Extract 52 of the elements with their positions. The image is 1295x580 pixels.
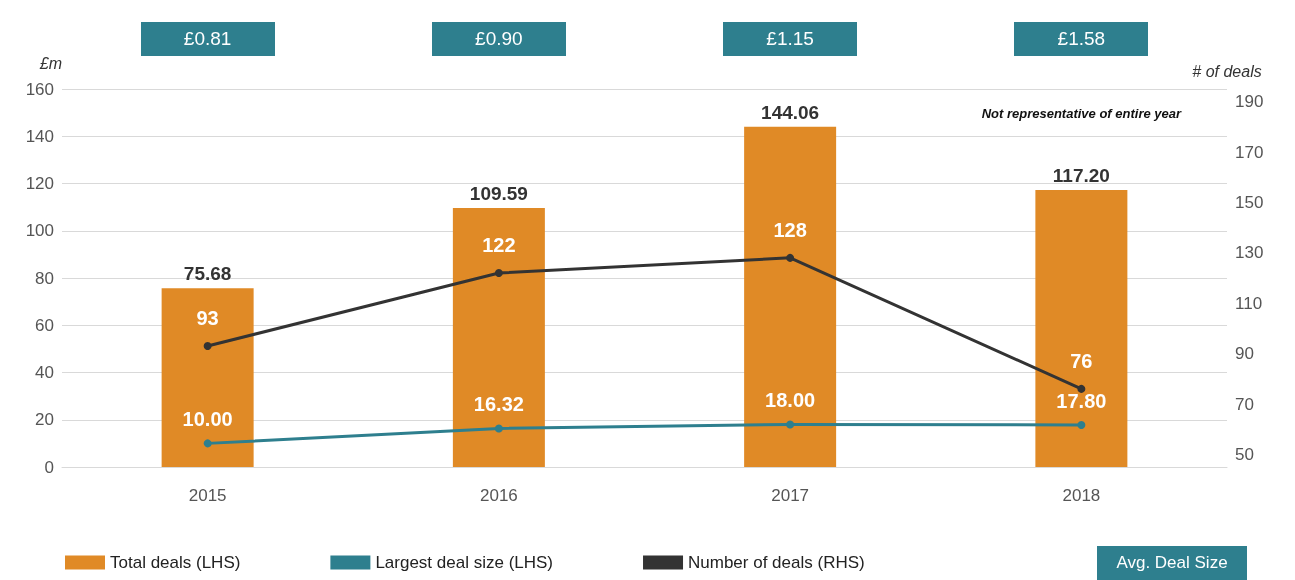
data-label: 75.68 bbox=[183, 263, 232, 285]
y-tick-label: 140 bbox=[25, 126, 54, 146]
bar bbox=[744, 126, 837, 467]
data-label: 109.59 bbox=[469, 183, 528, 205]
data-label: 76 bbox=[1070, 349, 1093, 372]
y2-tick-label: 50 bbox=[1235, 444, 1254, 464]
legend-label: Total deals (LHS) bbox=[110, 553, 241, 572]
y-tick-label: 40 bbox=[35, 363, 54, 382]
data-label: 16.32 bbox=[473, 393, 524, 416]
text: £0.81 bbox=[140, 22, 275, 56]
bar bbox=[161, 288, 254, 467]
y2-tick-label: 130 bbox=[1235, 243, 1264, 263]
point bbox=[494, 268, 503, 277]
point bbox=[1077, 384, 1086, 393]
legend-label: Largest deal size (LHS) bbox=[375, 553, 554, 572]
y-tick-label: 120 bbox=[25, 174, 54, 193]
legend-label: Number of deals (RHS) bbox=[688, 553, 865, 572]
y-axis-title: £m bbox=[38, 54, 62, 72]
x-tick-label: 2016 bbox=[479, 486, 518, 505]
y-tick-label: 60 bbox=[35, 315, 54, 335]
y2-tick-label: 150 bbox=[1235, 192, 1264, 212]
data-label: 93 bbox=[196, 307, 219, 330]
x-tick-label: 2017 bbox=[771, 486, 810, 505]
text: Avg. Deal Size bbox=[1097, 546, 1247, 580]
point bbox=[786, 253, 795, 262]
y-tick-label: 80 bbox=[35, 268, 54, 288]
y-tick-label: 20 bbox=[35, 410, 54, 430]
text: £1.15 bbox=[723, 22, 858, 56]
y2-axis-title: # of deals bbox=[1192, 62, 1262, 80]
y2-tick-label: 90 bbox=[1235, 344, 1254, 364]
bar bbox=[452, 208, 545, 467]
data-label: 18.00 bbox=[765, 389, 816, 412]
y2-tick-label: 190 bbox=[1235, 92, 1264, 112]
x-tick-label: 2018 bbox=[1062, 486, 1101, 505]
data-label: 122 bbox=[482, 233, 516, 256]
data-label: 144.06 bbox=[761, 101, 820, 123]
y2-tick-label: 170 bbox=[1235, 142, 1264, 162]
text: £0.90 bbox=[431, 22, 566, 56]
point bbox=[203, 342, 212, 351]
y-tick-label: 0 bbox=[44, 457, 54, 477]
x-tick-label: 2015 bbox=[188, 486, 227, 505]
y-tick-label: 160 bbox=[25, 79, 54, 99]
bar bbox=[1035, 190, 1128, 467]
y2-tick-label: 110 bbox=[1235, 293, 1263, 313]
text: £1.58 bbox=[1014, 22, 1149, 56]
data-label: 17.80 bbox=[1056, 389, 1107, 412]
annotation: Not representative of entire year bbox=[981, 106, 1182, 121]
data-label: 10.00 bbox=[182, 408, 233, 431]
y-tick-label: 100 bbox=[25, 221, 54, 241]
data-label: 128 bbox=[773, 218, 807, 241]
data-label: 117.20 bbox=[1052, 165, 1110, 187]
y2-tick-label: 70 bbox=[1235, 394, 1254, 414]
